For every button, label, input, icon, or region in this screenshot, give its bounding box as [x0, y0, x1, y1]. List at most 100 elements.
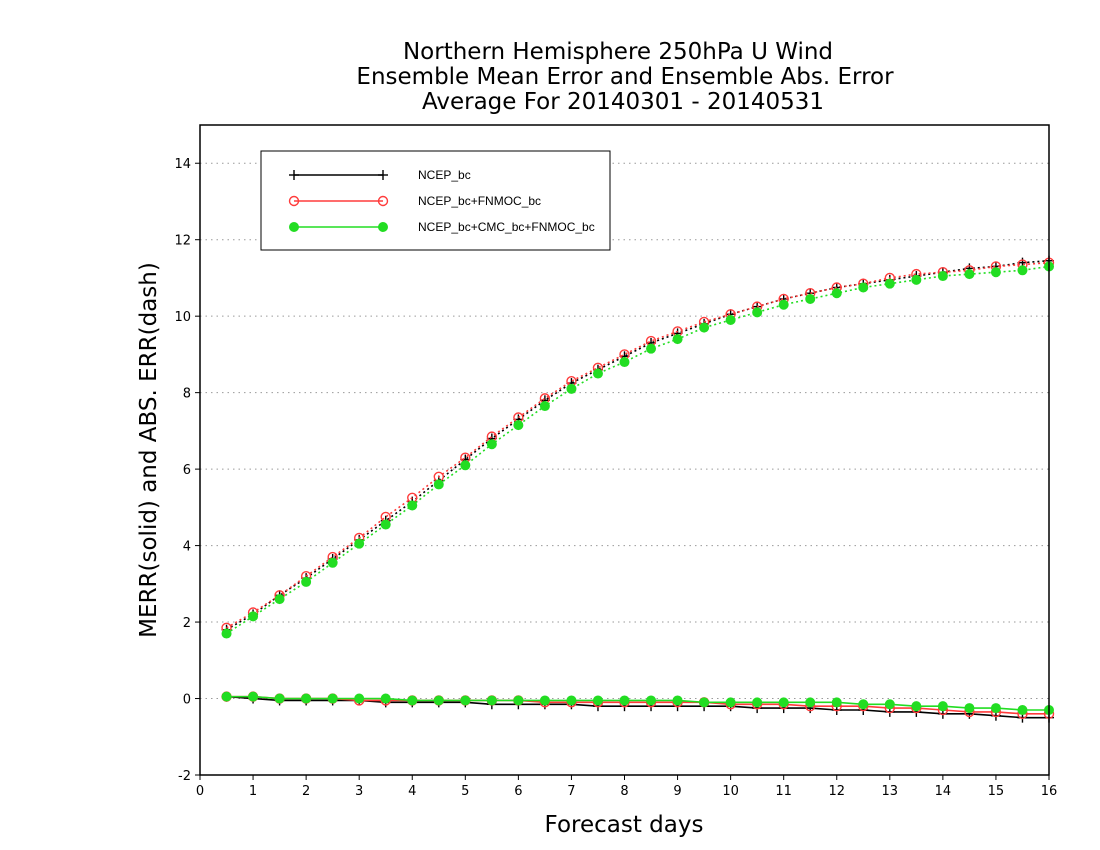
mean-err-point [301, 693, 312, 704]
mean-err-point [990, 703, 1001, 714]
mean-err-point [407, 695, 418, 706]
series-3 [221, 261, 1054, 715]
abs-err-point [937, 271, 948, 282]
mean-err-point [221, 691, 232, 702]
x-tick-label: 7 [567, 784, 575, 799]
mean-err-point [937, 701, 948, 712]
y-tick-label: 6 [183, 463, 191, 478]
mean-err-point [964, 703, 975, 714]
y-tick-label: 4 [183, 540, 191, 555]
abs-err-point [433, 479, 444, 490]
plot-frame [199, 124, 1050, 776]
y-tick-label: 12 [174, 234, 191, 249]
legend-marker [289, 222, 299, 232]
abs-err-point [301, 576, 312, 587]
abs-err-point [858, 282, 869, 293]
legend-item: NCEP_bc+FNMOC_bc [288, 194, 541, 208]
abs-err-point [752, 307, 763, 318]
mean-err-point [725, 697, 736, 708]
y-tick-label: -2 [178, 769, 191, 784]
mean-err-point [1017, 705, 1028, 715]
mean-err-point [831, 697, 842, 708]
mean-err-point [380, 693, 391, 704]
x-tick-label: 2 [302, 784, 310, 799]
mean-err-point [805, 697, 816, 708]
x-tick-label: 12 [828, 784, 845, 799]
abs-err-line [226, 261, 1050, 629]
abs-err-point [566, 383, 577, 394]
chart-title-line-1: Northern Hemisphere 250hPa U Wind [403, 39, 833, 65]
mean-err-point [858, 699, 869, 710]
y-gridlines [200, 162, 1049, 776]
mean-err-point [672, 695, 683, 706]
y-axis-label: MERR(solid) and ABS. ERR(dash) [136, 262, 162, 638]
abs-err-point [831, 288, 842, 299]
legend-marker [288, 195, 300, 207]
y-tick-label: 8 [183, 387, 191, 402]
mean-err-point [354, 693, 365, 704]
y-axis-ticks: -2 0 2 4 6 8 10 12 14 [174, 157, 200, 784]
x-tick-label: 0 [196, 784, 204, 799]
abs-err-line [226, 265, 1050, 635]
y-tick-label: 0 [183, 693, 191, 708]
mean-err-point [699, 697, 710, 708]
legend-label: NCEP_bc [418, 168, 471, 182]
abs-err-point [884, 278, 895, 289]
legend-marker [289, 170, 299, 180]
mean-err-point [248, 691, 259, 702]
legend: NCEP_bc NCEP_bc+FNMOC_bc NCEP_bc+CMC_bc+FN… [260, 150, 611, 251]
x-tick-label: 15 [988, 784, 1005, 799]
mean-err-point [460, 695, 471, 706]
x-tick-label: 3 [355, 784, 363, 799]
legend-label: NCEP_bc+CMC_bc+FNMOC_bc [418, 220, 595, 234]
mean-err-point [619, 695, 630, 706]
mean-err-point [646, 695, 657, 706]
mean-err-point [884, 699, 895, 710]
mean-err-point [539, 695, 550, 706]
abs-err-point [354, 538, 365, 549]
series-2 [221, 257, 1055, 720]
legend-marker [377, 195, 389, 207]
legend-item: NCEP_bc [289, 168, 471, 182]
x-tick-label: 8 [620, 784, 628, 799]
x-tick-label: 11 [775, 784, 792, 799]
x-tick-label: 16 [1041, 784, 1058, 799]
mean-err-point [327, 693, 338, 704]
abs-err-point [699, 322, 710, 333]
abs-err-point [513, 420, 524, 431]
abs-err-point [1017, 265, 1028, 276]
x-axis-ticks: 0 1 2 3 4 5 6 7 8 9 10 11 12 13 14 15 16 [196, 775, 1057, 799]
abs-err-point [805, 293, 816, 304]
legend-item: NCEP_bc+CMC_bc+FNMOC_bc [289, 220, 595, 234]
mean-err-point [566, 695, 577, 706]
abs-err-point [778, 299, 789, 310]
abs-err-point [990, 267, 1001, 278]
abs-err-point [274, 594, 285, 605]
mean-err-point [778, 697, 789, 708]
chart-title-line-3: Average For 20140301 - 20140531 [422, 89, 824, 115]
x-tick-label: 1 [249, 784, 257, 799]
mean-err-point [486, 695, 497, 706]
mean-err-point [911, 701, 922, 712]
mean-err-point [752, 697, 763, 708]
abs-err-point [592, 368, 603, 379]
abs-err-point [725, 315, 736, 325]
abs-err-point [248, 611, 259, 622]
abs-err-point [380, 519, 391, 530]
y-tick-label: 10 [174, 310, 191, 325]
mean-err-point [513, 695, 524, 706]
mean-err-point [433, 695, 444, 706]
mean-err-point [274, 693, 285, 704]
abs-err-point [407, 500, 418, 511]
abs-err-point [460, 460, 471, 471]
chart-title-line-2: Ensemble Mean Error and Ensemble Abs. Er… [356, 64, 894, 90]
series-layer [221, 255, 1055, 723]
abs-err-point [646, 343, 657, 354]
x-axis-label: Forecast days [545, 812, 704, 838]
abs-err-point [486, 439, 497, 450]
series-1 [221, 255, 1054, 723]
x-tick-label: 13 [882, 784, 899, 799]
abs-err-point [672, 334, 683, 345]
abs-err-point [327, 557, 338, 568]
